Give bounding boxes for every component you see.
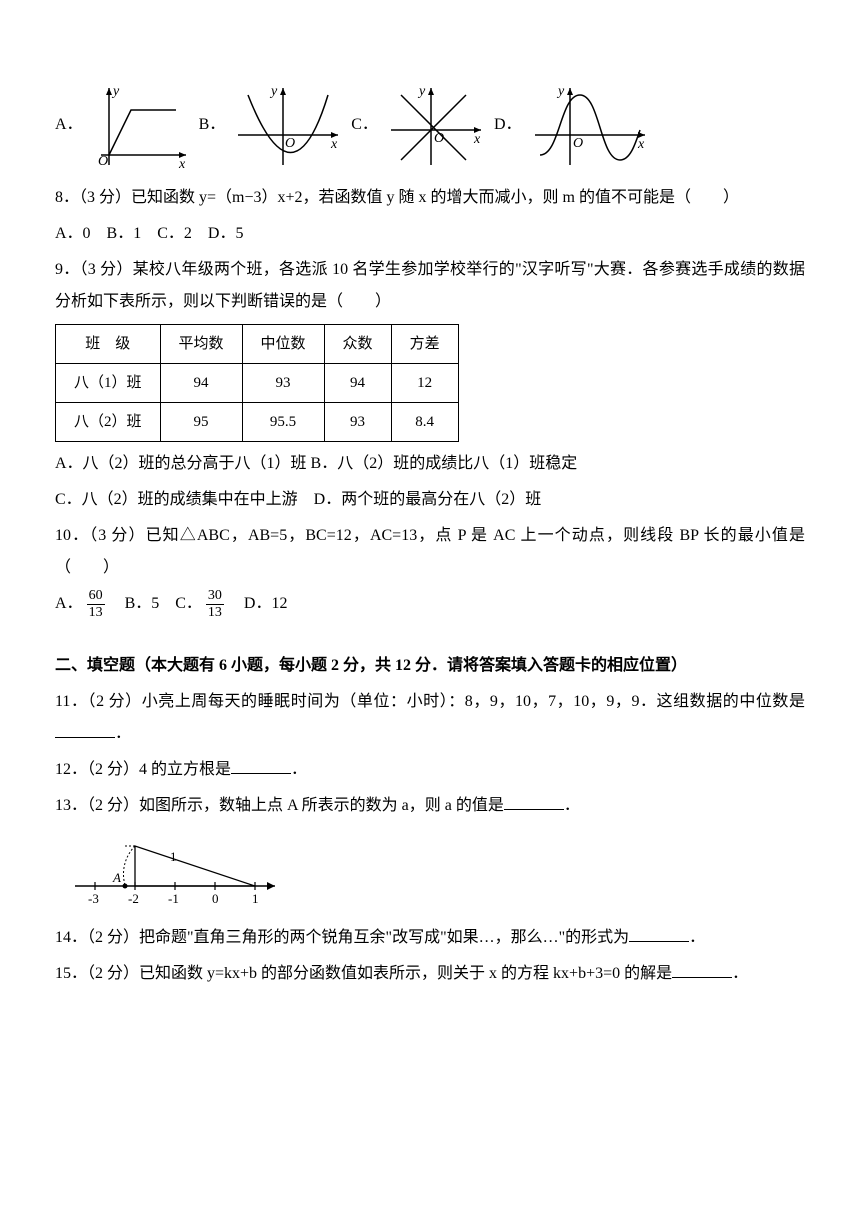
svg-text:x: x bbox=[637, 137, 645, 152]
q9-text: 9．（3 分）某校八年级两个班，各选派 10 名学生参加学校举行的"汉字听写"大… bbox=[55, 254, 805, 318]
cell: 93 bbox=[324, 403, 391, 442]
th-class: 班 级 bbox=[56, 325, 161, 364]
q7-graph-a: O x y bbox=[91, 80, 191, 170]
q10-opt-d-label: D．12 bbox=[228, 595, 288, 612]
q14-tail: ． bbox=[689, 929, 705, 946]
q7-graph-d: O x y bbox=[530, 80, 650, 170]
table-row: 八（2）班 95 95.5 93 8.4 bbox=[56, 403, 459, 442]
frac-den: 13 bbox=[87, 605, 105, 620]
svg-text:x: x bbox=[473, 132, 481, 147]
q7-label-d: D． bbox=[494, 109, 522, 141]
svg-text:O: O bbox=[573, 136, 583, 151]
q15: 15．（2 分）已知函数 y=kx+b 的部分函数值如表所示，则关于 x 的方程… bbox=[55, 958, 805, 990]
blank bbox=[504, 794, 564, 810]
q11-text: 11．（2 分）小亮上周每天的睡眠时间为（单位：小时）：8，9，10，7，10，… bbox=[55, 693, 805, 710]
q10-opt-a-label: A． bbox=[55, 595, 83, 612]
table-row: 八（1）班 94 93 94 12 bbox=[56, 364, 459, 403]
q10-opt-b-label: B．5 C． bbox=[109, 595, 202, 612]
frac-num: 30 bbox=[206, 588, 224, 604]
q13-figure: -3 -2 -1 0 1 A 1 bbox=[65, 826, 805, 918]
q14-text: 14．（2 分）把命题"直角三角形的两个锐角互余"改写成"如果…，那么…"的形式… bbox=[55, 929, 629, 946]
q8-options: A．0 B．1 C．2 D．5 bbox=[55, 218, 805, 250]
blank bbox=[672, 962, 732, 978]
q7-graph-c: O x y bbox=[386, 80, 486, 170]
cell: 94 bbox=[160, 364, 242, 403]
svg-text:y: y bbox=[111, 84, 120, 99]
q9-options-cd: C．八（2）班的成绩集中在中上游 D．两个班的最高分在八（2）班 bbox=[55, 484, 805, 516]
cell: 95 bbox=[160, 403, 242, 442]
table-header-row: 班 级 平均数 中位数 众数 方差 bbox=[56, 325, 459, 364]
q15-tail: ． bbox=[732, 965, 748, 982]
q8-text: 8．（3 分）已知函数 y=（m−3）x+2，若函数值 y 随 x 的增大而减小… bbox=[55, 182, 805, 214]
frac-num: 60 bbox=[87, 588, 105, 604]
blank bbox=[55, 722, 115, 738]
tick-neg1: -1 bbox=[168, 891, 179, 906]
label-1: 1 bbox=[170, 849, 177, 864]
svg-text:O: O bbox=[98, 154, 108, 169]
svg-text:O: O bbox=[285, 136, 295, 151]
tick-0: 0 bbox=[212, 891, 219, 906]
q15-text: 15．（2 分）已知函数 y=kx+b 的部分函数值如表所示，则关于 x 的方程… bbox=[55, 965, 672, 982]
q7-label-a: A． bbox=[55, 109, 83, 141]
svg-text:y: y bbox=[417, 84, 426, 99]
q12-tail: ． bbox=[291, 761, 307, 778]
cell: 八（2）班 bbox=[56, 403, 161, 442]
q7-label-c: C． bbox=[351, 109, 378, 141]
q10-frac-c: 30 13 bbox=[206, 588, 224, 620]
frac-den: 13 bbox=[206, 605, 224, 620]
label-a: A bbox=[112, 870, 121, 885]
blank bbox=[629, 926, 689, 942]
q9-table: 班 级 平均数 中位数 众数 方差 八（1）班 94 93 94 12 八（2）… bbox=[55, 324, 459, 442]
q11-tail: ． bbox=[115, 725, 131, 742]
q10-text: 10．（3 分）已知△ABC，AB=5，BC=12，AC=13，点 P 是 AC… bbox=[55, 520, 805, 584]
q13-tail: ． bbox=[564, 797, 580, 814]
svg-text:x: x bbox=[330, 137, 338, 152]
cell: 94 bbox=[324, 364, 391, 403]
svg-text:y: y bbox=[269, 84, 278, 99]
cell: 8.4 bbox=[391, 403, 458, 442]
svg-text:y: y bbox=[556, 84, 565, 99]
q11: 11．（2 分）小亮上周每天的睡眠时间为（单位：小时）：8，9，10，7，10，… bbox=[55, 686, 805, 750]
cell: 95.5 bbox=[242, 403, 324, 442]
tick-1: 1 bbox=[252, 891, 259, 906]
tick-neg2: -2 bbox=[128, 891, 139, 906]
q10-options: A． 60 13 B．5 C． 30 13 D．12 bbox=[55, 588, 805, 620]
q13-text: 13．（2 分）如图所示，数轴上点 A 所表示的数为 a，则 a 的值是 bbox=[55, 797, 504, 814]
svg-text:x: x bbox=[178, 157, 186, 170]
q10-frac-a: 60 13 bbox=[87, 588, 105, 620]
q14: 14．（2 分）把命题"直角三角形的两个锐角互余"改写成"如果…，那么…"的形式… bbox=[55, 922, 805, 954]
th-variance: 方差 bbox=[391, 325, 458, 364]
q12-text: 12．（2 分）4 的立方根是 bbox=[55, 761, 231, 778]
th-mode: 众数 bbox=[324, 325, 391, 364]
tick-neg3: -3 bbox=[88, 891, 99, 906]
q9-options-ab: A．八（2）班的总分高于八（1）班 B．八（2）班的成绩比八（1）班稳定 bbox=[55, 448, 805, 480]
cell: 93 bbox=[242, 364, 324, 403]
blank bbox=[231, 758, 291, 774]
cell: 八（1）班 bbox=[56, 364, 161, 403]
q13: 13．（2 分）如图所示，数轴上点 A 所表示的数为 a，则 a 的值是 ． bbox=[55, 790, 805, 822]
q7-graph-b: O x y bbox=[233, 80, 343, 170]
cell: 12 bbox=[391, 364, 458, 403]
th-median: 中位数 bbox=[242, 325, 324, 364]
q7-graph-options: A． O x y B． O x y C． O x y D． O bbox=[55, 80, 805, 170]
q12: 12．（2 分）4 的立方根是 ． bbox=[55, 754, 805, 786]
q7-label-b: B． bbox=[199, 109, 226, 141]
th-mean: 平均数 bbox=[160, 325, 242, 364]
section2-title: 二、填空题（本大题有 6 小题，每小题 2 分，共 12 分．请将答案填入答题卡… bbox=[55, 650, 805, 682]
